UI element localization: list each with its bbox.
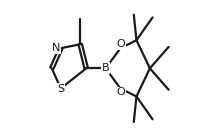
Text: O: O bbox=[116, 88, 125, 97]
Text: N: N bbox=[52, 43, 60, 53]
Text: O: O bbox=[116, 39, 125, 49]
Text: B: B bbox=[102, 63, 110, 73]
Text: S: S bbox=[58, 84, 65, 94]
